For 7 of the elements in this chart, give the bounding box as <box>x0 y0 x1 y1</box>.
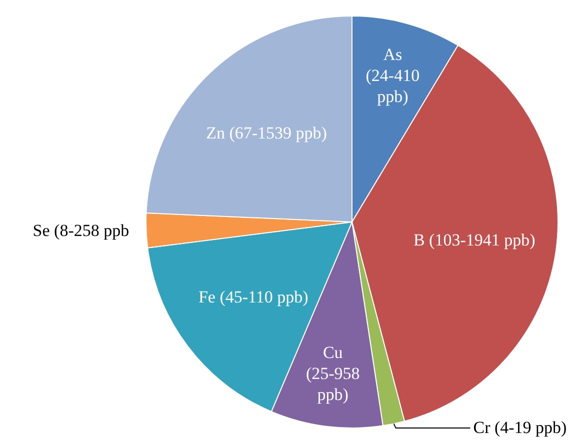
slice-label: Cr (4-19 ppb) <box>473 418 567 437</box>
slice-label: Zn (67-1539 ppb) <box>206 124 327 143</box>
slice-label: B (103-1941 ppb) <box>413 230 536 250</box>
slice-label: Fe (45-110 ppb) <box>198 288 308 307</box>
slice-label: Se (8-258 ppb <box>32 220 130 240</box>
slice-label: As (24-410 ppb) <box>366 45 420 106</box>
slice-label: Cu (25-958 ppb) <box>306 343 360 404</box>
